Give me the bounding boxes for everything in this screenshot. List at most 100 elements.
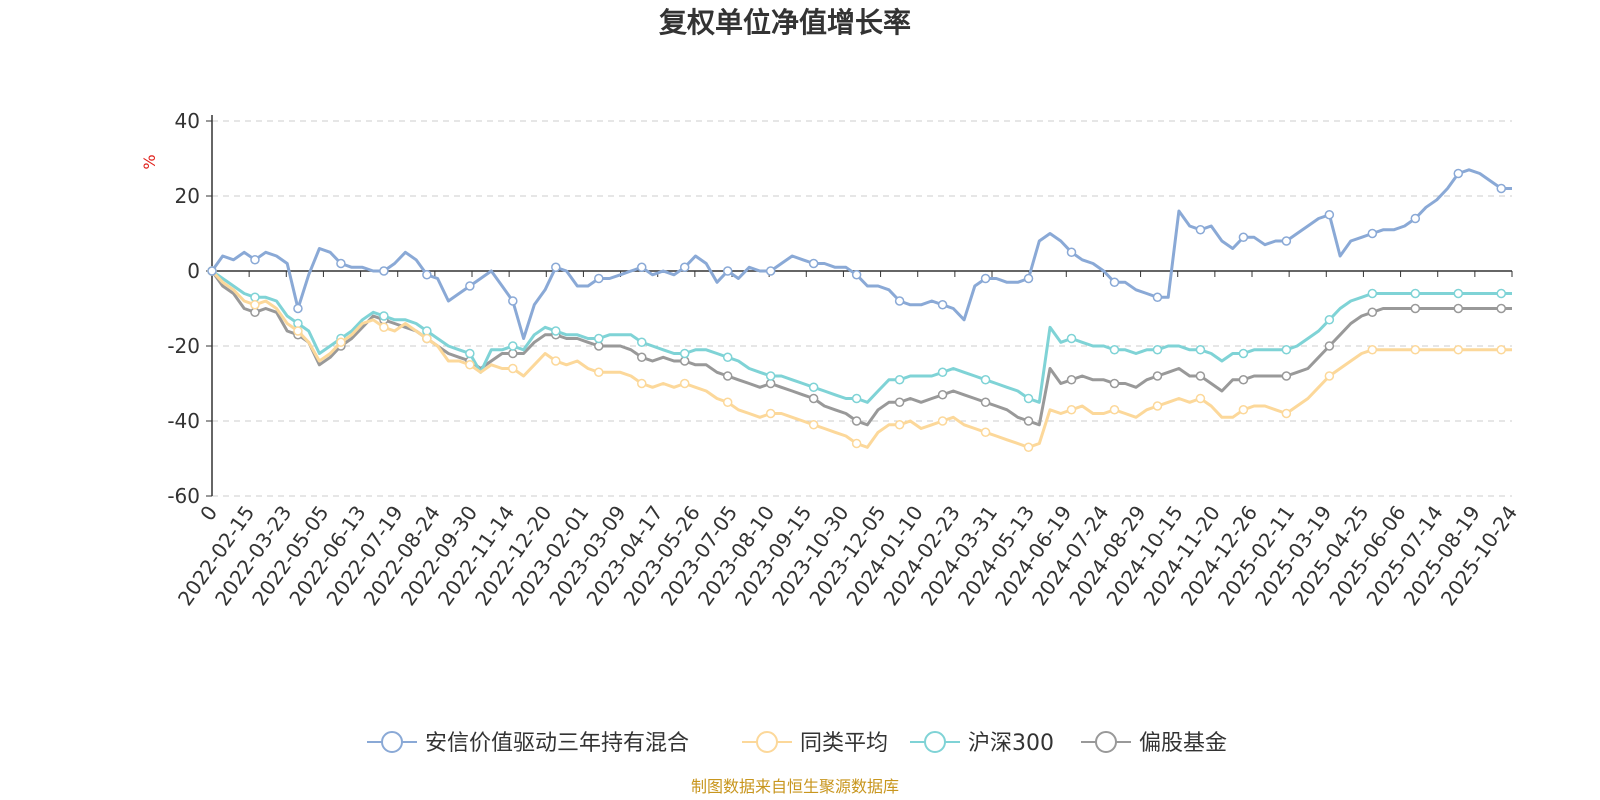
data-point xyxy=(551,326,561,336)
data-point xyxy=(1109,277,1120,287)
data-point xyxy=(1195,225,1206,235)
legend-item-0[interactable]: 安信价值驱动三年持有混合 xyxy=(367,731,689,756)
data-point xyxy=(637,378,647,389)
data-point xyxy=(594,333,604,344)
data-point xyxy=(1496,288,1507,299)
y-tick-label: -60 xyxy=(167,484,200,508)
data-point xyxy=(1281,371,1292,381)
data-point xyxy=(551,262,561,272)
y-tick-label: 20 xyxy=(175,184,200,208)
data-point xyxy=(1410,303,1421,314)
data-point xyxy=(250,255,260,265)
data-point xyxy=(808,393,819,404)
data-point xyxy=(851,438,862,449)
data-point xyxy=(1066,375,1077,385)
data-point xyxy=(1367,345,1378,355)
chart-title: 复权单位净值增长率 xyxy=(659,6,911,39)
data-point xyxy=(1109,345,1120,355)
data-point xyxy=(1410,345,1421,355)
data-point xyxy=(1496,345,1507,355)
data-point xyxy=(637,262,647,272)
data-point xyxy=(1324,210,1335,220)
data-point xyxy=(937,390,948,400)
data-point xyxy=(1410,213,1421,224)
data-point xyxy=(1195,371,1206,381)
data-point xyxy=(851,270,862,280)
data-point xyxy=(1410,288,1421,299)
legend-label: 偏股基金 xyxy=(1139,731,1227,756)
data-point xyxy=(722,397,733,407)
legend-item-3[interactable]: 偏股基金 xyxy=(1081,731,1227,756)
data-point xyxy=(1152,401,1163,411)
data-point xyxy=(594,367,604,377)
series-1 xyxy=(207,266,1512,452)
legend-swatch-marker xyxy=(924,731,946,753)
data-point xyxy=(980,397,991,407)
data-point xyxy=(250,300,260,310)
grid-lines xyxy=(212,120,1512,497)
data-point xyxy=(765,408,776,419)
data-point xyxy=(1367,288,1378,299)
data-point xyxy=(851,393,862,404)
data-point xyxy=(1367,228,1378,239)
data-point xyxy=(1238,375,1249,385)
data-point xyxy=(1023,273,1034,284)
data-point xyxy=(679,378,690,389)
data-source-note: 制图数据来自恒生聚源数据库 xyxy=(691,777,899,796)
y-tick-label: -40 xyxy=(167,409,200,433)
data-point xyxy=(722,266,733,276)
data-point xyxy=(1367,307,1378,317)
series-lines xyxy=(207,168,1512,452)
data-point xyxy=(937,416,948,426)
data-point xyxy=(1281,408,1292,419)
data-point xyxy=(379,322,389,332)
data-point xyxy=(422,333,432,344)
data-point xyxy=(293,303,303,314)
data-point xyxy=(980,273,991,284)
data-point xyxy=(1195,393,1206,404)
legend-label: 同类平均 xyxy=(800,731,888,756)
data-point xyxy=(422,270,432,280)
data-point xyxy=(637,337,647,347)
legend-item-2[interactable]: 沪深300 xyxy=(910,731,1054,756)
data-point xyxy=(894,375,905,385)
series-0 xyxy=(207,168,1512,340)
legend-swatch-marker xyxy=(381,731,403,753)
data-point xyxy=(551,356,561,366)
data-point xyxy=(808,258,819,269)
data-point xyxy=(465,348,475,359)
data-point xyxy=(1281,236,1292,246)
data-point xyxy=(336,337,346,347)
data-point xyxy=(508,296,518,306)
data-point xyxy=(1195,345,1206,355)
data-point xyxy=(1152,345,1163,355)
data-point xyxy=(1453,168,1464,179)
data-point xyxy=(594,273,604,284)
x-tick-label: 0 xyxy=(195,501,222,525)
data-point xyxy=(980,375,991,385)
y-tick-label: 0 xyxy=(187,259,200,283)
data-point xyxy=(980,427,991,437)
data-point xyxy=(1496,183,1507,194)
data-point xyxy=(465,281,475,291)
legend-label: 安信价值驱动三年持有混合 xyxy=(425,731,689,756)
data-point xyxy=(1324,371,1335,381)
data-point xyxy=(207,266,217,276)
data-point xyxy=(937,367,948,377)
series-2 xyxy=(207,266,1512,404)
legend[interactable]: 安信价值驱动三年持有混合 同类平均 沪深300 偏股基金 xyxy=(367,731,1227,756)
data-point xyxy=(1324,315,1335,325)
data-point xyxy=(765,266,776,276)
data-point xyxy=(1066,333,1077,344)
data-point xyxy=(1023,442,1034,452)
data-point xyxy=(1109,405,1120,415)
data-point xyxy=(1453,345,1464,355)
data-point xyxy=(1023,393,1034,404)
series-line xyxy=(210,168,1512,340)
data-point xyxy=(894,296,905,306)
data-point xyxy=(508,363,518,374)
data-point xyxy=(937,300,948,310)
data-point xyxy=(722,352,733,362)
legend-item-1[interactable]: 同类平均 xyxy=(742,731,888,756)
data-point xyxy=(379,266,389,276)
